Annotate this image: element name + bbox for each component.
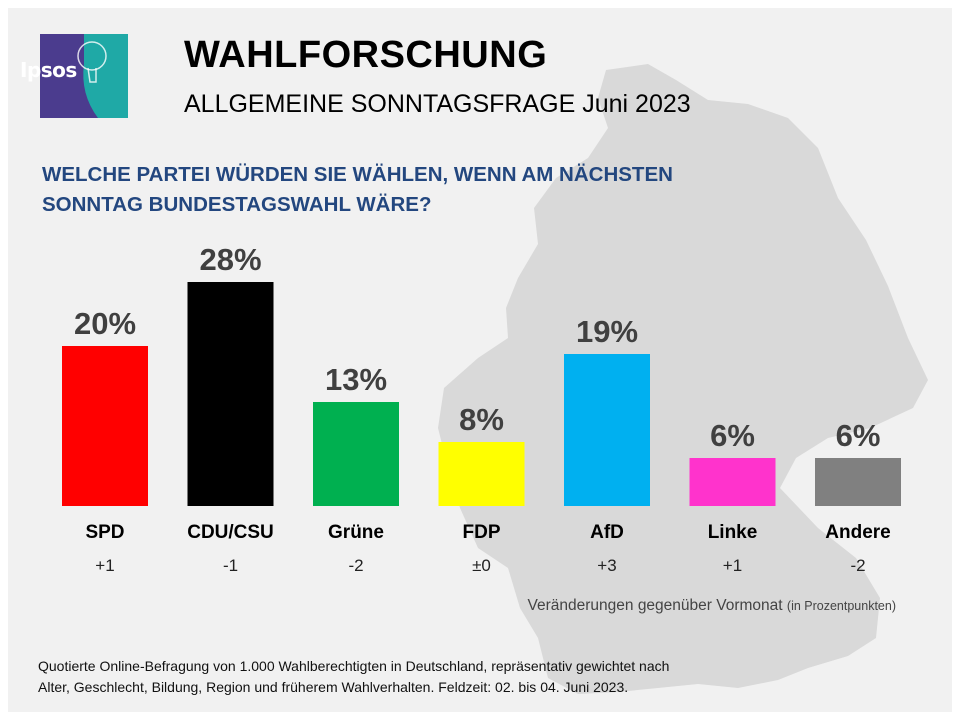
bar-gr-ne: [313, 402, 399, 506]
question-line-1: WELCHE PARTEI WÜRDEN SIE WÄHLEN, WENN AM…: [42, 163, 673, 186]
logo-text: Ipsos: [20, 58, 77, 82]
category-label-fdp: FDP: [463, 522, 501, 543]
change-note: Veränderungen gegenüber Vormonat (in Pro…: [528, 597, 897, 615]
footer-line-2: Alter, Geschlecht, Bildung, Region und f…: [38, 679, 629, 695]
bar-cdu-csu: [187, 282, 274, 506]
category-label-gr-ne: Grüne: [328, 522, 384, 543]
survey-question: WELCHE PARTEI WÜRDEN SIE WÄHLEN, WENN AM…: [42, 160, 762, 220]
germany-map-background: [438, 64, 928, 694]
value-label-fdp: 8%: [459, 402, 504, 437]
category-label-afd: AfD: [590, 522, 624, 543]
ipsos-logo: [40, 34, 128, 118]
value-label-linke: 6%: [710, 418, 755, 453]
bar-andere: [815, 458, 901, 506]
change-label-gr-ne: -2: [348, 556, 363, 575]
value-label-spd: 20%: [74, 306, 136, 341]
change-label-afd: +3: [597, 556, 616, 575]
change-label-spd: +1: [95, 556, 114, 575]
value-label-cdu-csu: 28%: [199, 242, 261, 277]
category-label-spd: SPD: [85, 522, 124, 543]
footer-line-1: Quotierte Online-Befragung von 1.000 Wah…: [38, 658, 670, 674]
page-subtitle: ALLGEMEINE SONNTAGSFRAGE Juni 2023: [184, 90, 691, 118]
change-label-fdp: ±0: [472, 556, 491, 575]
page-title: WAHLFORSCHUNG: [184, 34, 548, 76]
bar-chart: 20% SPD +1 28% CDU/CSU -1 13% Grüne -2 8% FDP ±0 19%…: [62, 242, 901, 575]
bar-fdp: [438, 442, 525, 506]
category-label-andere: Andere: [825, 522, 890, 543]
value-label-andere: 6%: [836, 418, 881, 453]
value-label-afd: 19%: [576, 314, 638, 349]
slide: Ipsos WAHLFORSCHUNG ALLGEMEINE SONNTAGSF…: [8, 8, 952, 712]
change-note-text: Veränderungen gegenüber Vormonat: [527, 597, 783, 614]
value-label-gr-ne: 13%: [325, 362, 387, 397]
germany-map-shape: [438, 64, 928, 694]
change-label-andere: -2: [850, 556, 865, 575]
bar-spd: [62, 346, 148, 506]
change-label-linke: +1: [723, 556, 742, 575]
category-label-linke: Linke: [708, 522, 758, 543]
change-label-cdu-csu: -1: [223, 556, 238, 575]
bar-afd: [564, 354, 650, 506]
change-note-unit: (in Prozentpunkten): [786, 599, 896, 613]
bar-linke: [689, 458, 776, 506]
category-label-cdu-csu: CDU/CSU: [187, 522, 274, 543]
footer-methodology: Quotierte Online-Befragung von 1.000 Wah…: [38, 656, 918, 698]
question-line-2: SONNTAG BUNDESTAGSWAHL WÄRE?: [42, 193, 432, 216]
